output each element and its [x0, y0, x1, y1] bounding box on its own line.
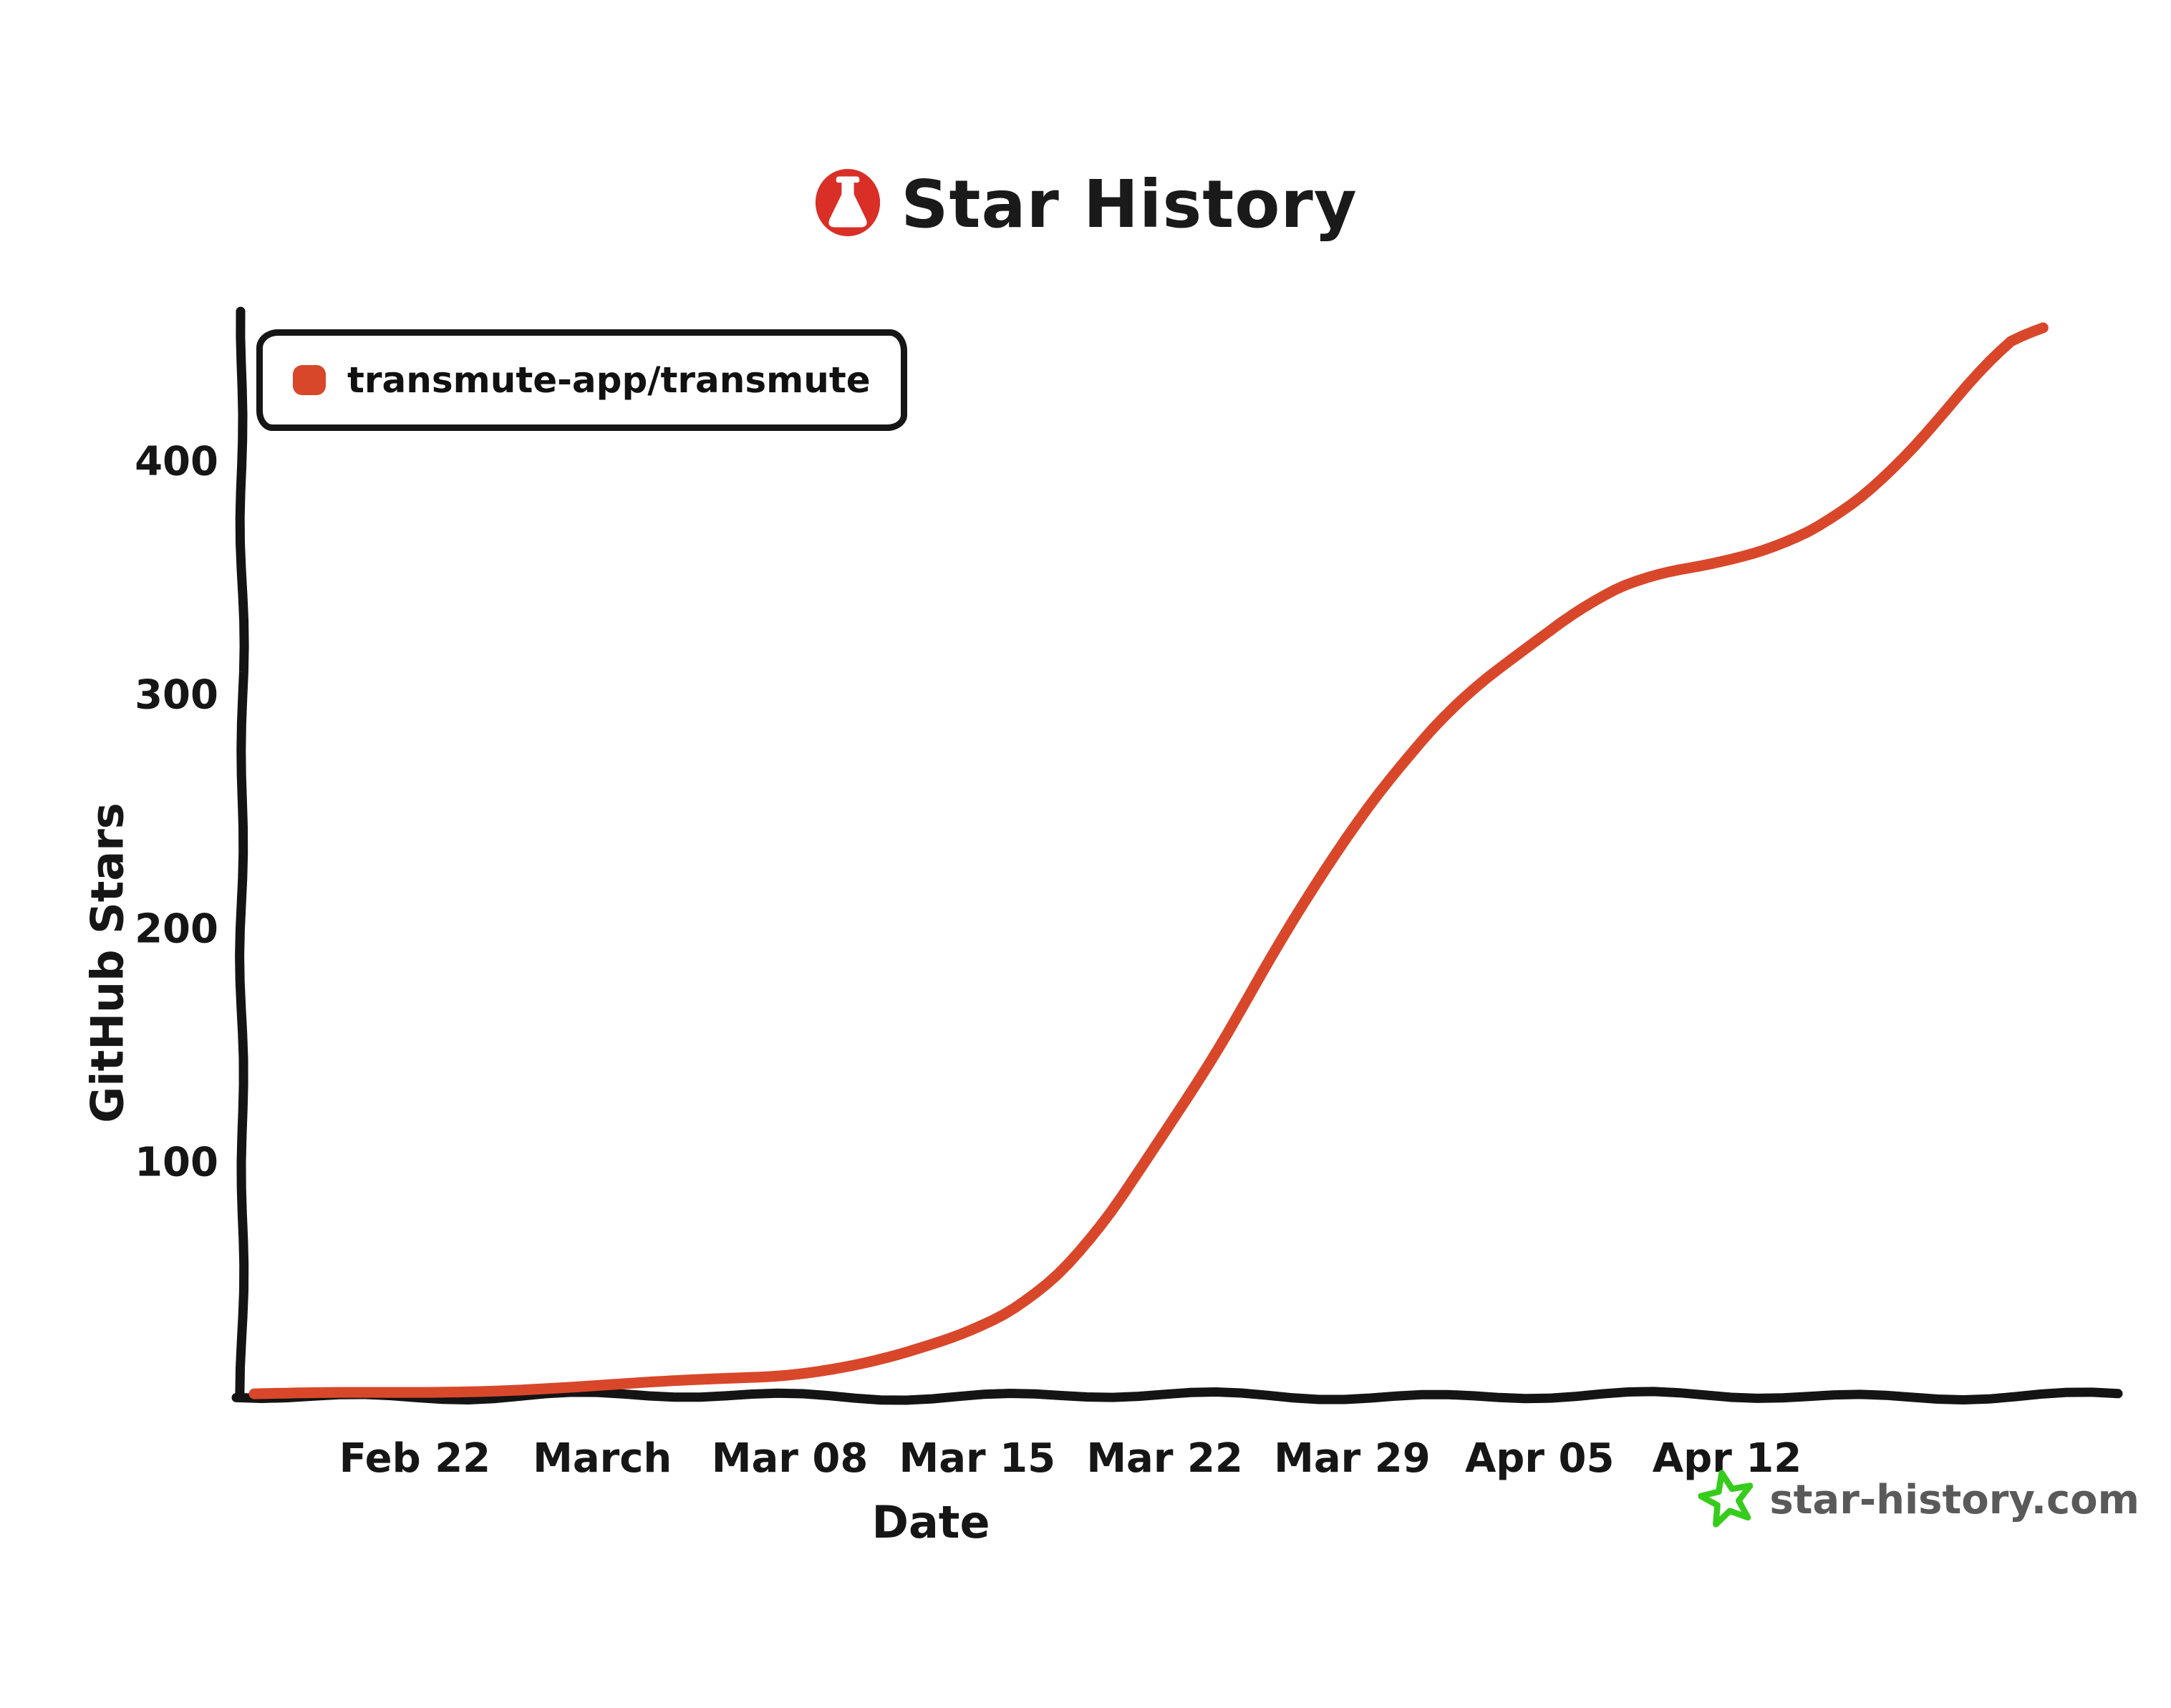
x-axis-title: Date [871, 1496, 990, 1548]
x-tick-label: Apr 05 [1464, 1435, 1615, 1482]
legend-series-label: transmute-app/transmute [347, 359, 871, 401]
y-tick-label: 300 [135, 671, 218, 719]
y-axis-title: GitHub Stars [81, 802, 134, 1123]
legend: transmute-app/transmute [256, 329, 907, 431]
footer-site-name: star-history.com [1769, 1476, 2139, 1523]
x-tick-label: Mar 22 [1086, 1435, 1243, 1482]
legend-series-marker [293, 365, 326, 395]
x-tick-label: Mar 15 [899, 1435, 1056, 1482]
x-tick-label: Apr 12 [1652, 1435, 1802, 1482]
x-tick-label: Mar 08 [711, 1435, 869, 1482]
y-tick-label: 200 [135, 906, 218, 952]
footer-brand: star-history.com [1698, 1469, 2139, 1530]
x-tick-label: Feb 22 [339, 1435, 491, 1482]
x-tick-label: Mar 29 [1274, 1435, 1431, 1482]
y-tick-label: 100 [135, 1139, 218, 1186]
series-line-transmute [248, 322, 2049, 1399]
y-tick-label: 400 [135, 438, 218, 485]
flask-icon [813, 167, 882, 241]
page-title: Star History [901, 165, 1358, 243]
chart-title-block: Star History [0, 147, 2171, 261]
star-doodle-icon [1698, 1469, 1755, 1530]
y-axis-line [235, 306, 249, 1399]
x-tick-label: March [533, 1435, 672, 1482]
